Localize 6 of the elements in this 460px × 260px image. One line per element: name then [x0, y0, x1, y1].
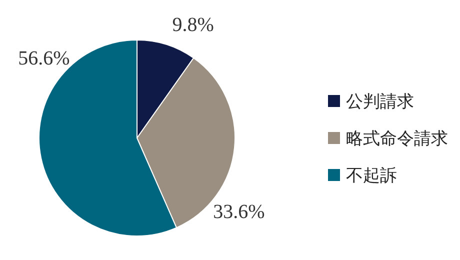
data-label: 9.8%: [172, 14, 214, 36]
legend-label: 略式命令請求: [346, 128, 448, 150]
data-label: 33.6%: [213, 201, 265, 224]
legend-label: 公判請求: [346, 90, 414, 112]
data-label: 56.6%: [18, 48, 70, 70]
legend-label: 不起訴: [346, 164, 397, 186]
